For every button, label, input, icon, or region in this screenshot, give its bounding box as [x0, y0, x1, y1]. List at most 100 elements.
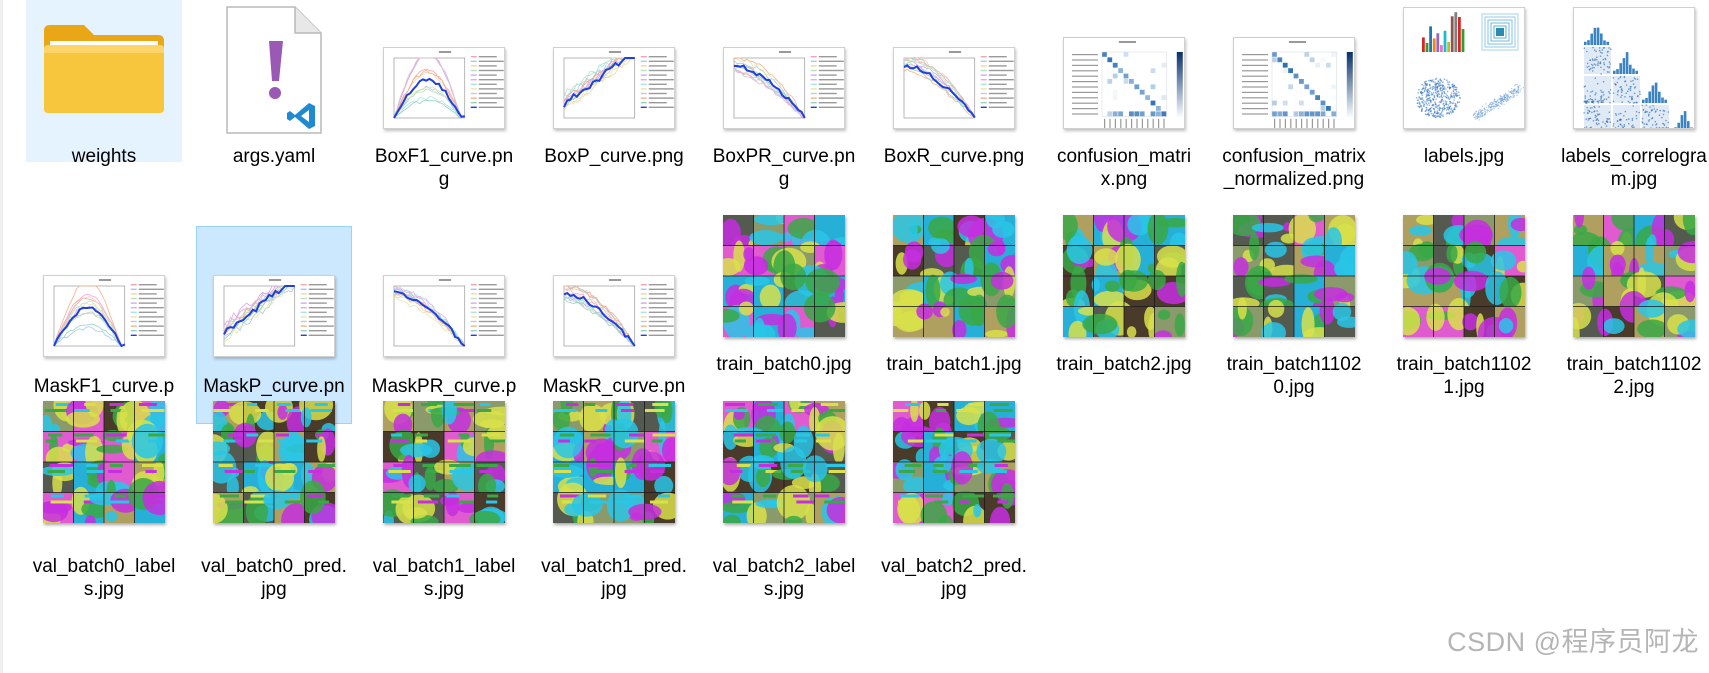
- file-item[interactable]: BoxF1_curve.png: [366, 0, 522, 200]
- file-thumbnail: [893, 47, 1015, 129]
- file-name-label: train_batch11021.jpg: [1396, 354, 1532, 398]
- file-name-label: val_batch2_pred.jpg: [881, 556, 1027, 600]
- file-name-label: BoxF1_curve.png: [374, 146, 514, 190]
- file-name-label: BoxR_curve.png: [883, 146, 1025, 167]
- batch-image-thumbnail: [1403, 215, 1525, 337]
- confusion-matrix-thumbnail: [1072, 41, 1183, 128]
- file-name-label: labels.jpg: [1423, 146, 1505, 167]
- file-item[interactable]: BoxR_curve.png: [876, 0, 1032, 200]
- file-item[interactable]: train_batch1.jpg: [876, 215, 1032, 424]
- file-name-label: labels_correlogram.jpg: [1561, 146, 1707, 190]
- file-thumbnail: [1063, 37, 1185, 129]
- file-name-label: args.yaml: [232, 146, 316, 167]
- file-thumbnail: [225, 5, 323, 135]
- file-name-label: val_batch1_labels.jpg: [372, 556, 516, 600]
- file-thumbnail: [1403, 215, 1525, 337]
- file-thumbnail: [1403, 7, 1525, 129]
- batch-image-thumbnail: [723, 215, 845, 337]
- file-item[interactable]: val_batch2_labels.jpg: [706, 401, 862, 628]
- curve-plot-thumbnail: [903, 51, 1014, 119]
- file-thumbnail: [1573, 215, 1695, 337]
- watermark: CSDN @程序员阿龙: [1447, 627, 1699, 657]
- file-name-label: val_batch1_pred.jpg: [541, 556, 687, 600]
- file-thumbnail: [40, 17, 168, 117]
- file-name-label: train_batch2.jpg: [1056, 354, 1192, 375]
- file-item[interactable]: train_batch2.jpg: [1046, 215, 1202, 424]
- file-thumbnail: [383, 275, 505, 357]
- file-item[interactable]: train_batch11022.jpg: [1556, 215, 1709, 424]
- curve-plot-thumbnail: [563, 51, 674, 119]
- batch-image-thumbnail: [1233, 215, 1355, 337]
- file-thumbnail: [43, 275, 165, 357]
- file-thumbnail: [553, 47, 675, 129]
- file-item[interactable]: MaskP_curve.png: [196, 226, 352, 424]
- file-thumbnail: [723, 215, 845, 337]
- batch-image-thumbnail: [1573, 215, 1695, 337]
- file-thumbnail: [213, 401, 335, 523]
- confusion-matrix-thumbnail: [1242, 41, 1353, 128]
- file-thumbnail: [723, 401, 845, 523]
- curve-plot-thumbnail: [223, 279, 334, 347]
- file-thumbnail: [723, 47, 845, 129]
- file-name-label: BoxP_curve.png: [544, 146, 684, 167]
- file-item[interactable]: val_batch1_labels.jpg: [366, 401, 522, 628]
- file-item[interactable]: args.yaml: [196, 0, 352, 200]
- file-thumbnail: [383, 47, 505, 129]
- file-thumbnail: [43, 401, 165, 523]
- batch-image-thumbnail: [723, 401, 845, 523]
- file-name-label: val_batch0_labels.jpg: [32, 556, 176, 600]
- file-item[interactable]: train_batch11020.jpg: [1216, 215, 1372, 424]
- curve-plot-thumbnail: [53, 279, 164, 348]
- file-thumbnail: [1063, 215, 1185, 337]
- file-thumbnail: [553, 401, 675, 523]
- file-item[interactable]: train_batch11021.jpg: [1386, 215, 1542, 424]
- batch-image-thumbnail: [893, 215, 1015, 337]
- batch-image-thumbnail: [213, 401, 335, 523]
- file-item[interactable]: val_batch2_pred.jpg: [876, 401, 1032, 628]
- batch-image-thumbnail: [553, 401, 675, 523]
- file-name-label: confusion_matrix_normalized.png: [1222, 146, 1366, 190]
- file-item[interactable]: val_batch0_pred.jpg: [196, 401, 352, 628]
- file-item[interactable]: MaskF1_curve.png: [26, 226, 182, 424]
- yaml-file-icon: [226, 6, 322, 134]
- batch-image-thumbnail: [1063, 215, 1185, 337]
- curve-plot-thumbnail: [393, 51, 504, 119]
- curve-plot-thumbnail: [733, 51, 844, 119]
- file-item[interactable]: val_batch0_labels.jpg: [26, 401, 182, 628]
- file-item[interactable]: val_batch1_pred.jpg: [536, 401, 692, 628]
- file-item[interactable]: MaskR_curve.png: [536, 226, 692, 424]
- file-thumbnail: [383, 401, 505, 523]
- file-thumbnail: [1233, 37, 1355, 129]
- file-name-label: weights: [71, 146, 137, 167]
- file-item[interactable]: confusion_matrix.png: [1046, 0, 1202, 200]
- labels-plot-thumbnail: [1415, 12, 1524, 121]
- window-edge: [0, 0, 3, 673]
- file-name-label: val_batch0_pred.jpg: [201, 556, 347, 600]
- file-name-label: train_batch11022.jpg: [1566, 354, 1702, 398]
- file-thumbnail: [893, 401, 1015, 523]
- batch-image-thumbnail: [43, 401, 165, 523]
- file-thumbnail: [1233, 215, 1355, 337]
- file-item[interactable]: train_batch0.jpg: [706, 215, 862, 424]
- file-item[interactable]: labels.jpg: [1386, 0, 1542, 200]
- file-item[interactable]: weights: [26, 0, 182, 167]
- file-item[interactable]: BoxPR_curve.png: [706, 0, 862, 200]
- correlogram-thumbnail: [1583, 27, 1693, 128]
- file-name-label: train_batch11020.jpg: [1226, 354, 1362, 398]
- file-item[interactable]: labels_correlogram.jpg: [1556, 0, 1709, 200]
- file-name-label: BoxPR_curve.png: [712, 146, 856, 190]
- file-item[interactable]: BoxP_curve.png: [536, 0, 692, 200]
- file-thumbnail: [893, 215, 1015, 337]
- file-item[interactable]: confusion_matrix_normalized.png: [1216, 0, 1372, 200]
- folder-icon: [44, 25, 164, 113]
- file-item[interactable]: MaskPR_curve.png: [366, 226, 522, 424]
- file-name-label: train_batch1.jpg: [886, 354, 1022, 375]
- batch-image-thumbnail: [893, 401, 1015, 523]
- curve-plot-thumbnail: [393, 279, 504, 347]
- file-thumbnail: [553, 275, 675, 357]
- file-name-label: val_batch2_labels.jpg: [712, 556, 856, 600]
- file-thumbnail: [213, 275, 335, 357]
- file-thumbnail: [1573, 7, 1695, 129]
- file-name-label: train_batch0.jpg: [716, 354, 852, 375]
- curve-plot-thumbnail: [563, 279, 674, 347]
